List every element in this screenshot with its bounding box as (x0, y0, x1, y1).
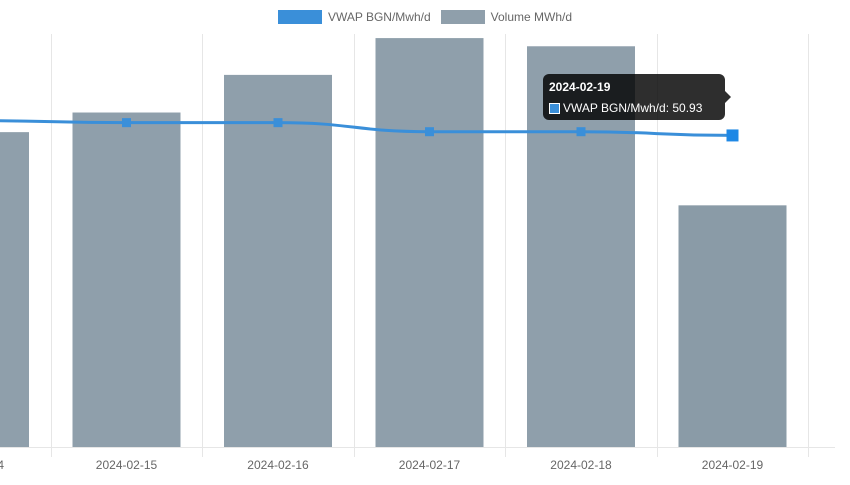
x-tick-label: 2024-02-19 (702, 458, 764, 472)
tooltip-text: VWAP BGN/Mwh/d: 50.93 (563, 101, 703, 115)
line-series-swatch (277, 10, 322, 24)
x-tick-label: 2024-02-18 (550, 458, 612, 472)
tooltip: 2024-02-19 VWAP BGN/Mwh/d: 50.93 (543, 74, 731, 120)
line-layer (0, 118, 739, 142)
legend: VWAP BGN/Mwh/d Volume MWh/d (0, 8, 850, 26)
legend-label-vwap: VWAP BGN/Mwh/d (327, 10, 431, 24)
tooltip-row: VWAP BGN/Mwh/d: 50.93 (549, 101, 719, 115)
bar-2024-02-16 (224, 74, 332, 448)
bar-series-swatch (440, 10, 485, 24)
tooltip-series-swatch (549, 102, 560, 114)
tick-layer: 4 2024-02-15 2024-02-16 2024-02-17 2024-02-1… (0, 458, 764, 472)
bar-layer (0, 38, 787, 448)
vwap-series-line (0, 119, 733, 137)
bar-2024-02-17 (375, 38, 484, 447)
vwap-point-2024-02-18 (576, 127, 586, 137)
legend-label-volume: Volume MWh/d (490, 10, 573, 24)
bar-2024-02-15 (72, 112, 181, 447)
tooltip-caret (725, 91, 731, 103)
bar-2024-02-19 (678, 205, 787, 447)
x-tick-label: 2024-02-15 (96, 458, 158, 472)
vwap-point-2024-02-15 (122, 118, 131, 128)
x-tick-label: 4 (0, 458, 4, 472)
x-tick-label: 2024-02-16 (247, 458, 309, 472)
vwap-point-2024-02-17 (425, 127, 434, 137)
vwap-point-2024-02-19 (726, 129, 739, 142)
x-tick-label: 2024-02-17 (399, 458, 461, 472)
tooltip-title: 2024-02-19 (549, 80, 611, 94)
vwap-point-2024-02-16 (273, 118, 283, 128)
bar-2024-02-14 (0, 132, 29, 447)
legend-item-vwap[interactable]: VWAP BGN/Mwh/d (277, 10, 431, 24)
legend-item-volume[interactable]: Volume MWh/d (440, 10, 573, 24)
